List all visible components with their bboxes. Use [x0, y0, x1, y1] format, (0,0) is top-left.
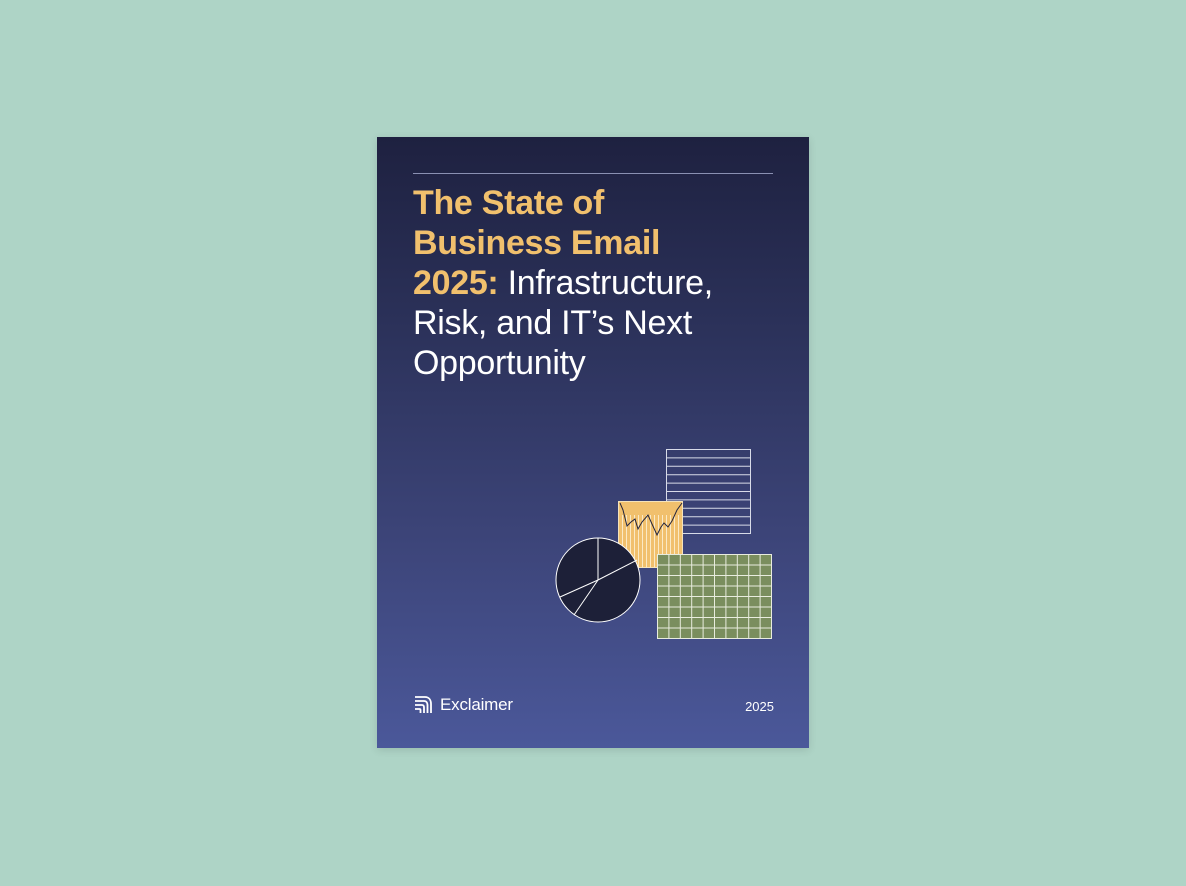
brand-name: Exclaimer — [440, 695, 513, 714]
cover-year: 2025 — [745, 699, 774, 714]
top-rule — [413, 173, 773, 174]
title-highlight-line1: The State of — [413, 184, 604, 222]
data-illustration — [555, 449, 772, 639]
title-highlight-line2: Business Email — [413, 224, 661, 262]
pie-chart-icon — [555, 537, 641, 623]
report-cover: The State of Business Email 2025: Infras… — [377, 137, 809, 748]
brand: Exclaimer — [413, 695, 513, 715]
exclaimer-logo-icon — [415, 696, 432, 713]
spreadsheet-grid-icon — [657, 554, 772, 639]
title-line4: Risk, and IT’s Next — [413, 304, 692, 342]
title-line3-rest: Infrastructure, — [507, 264, 714, 302]
title-highlight-line3: 2025: — [413, 264, 499, 302]
title-line5: Opportunity — [413, 344, 586, 382]
cover-title: The State of Business Email 2025: Infras… — [413, 183, 793, 383]
